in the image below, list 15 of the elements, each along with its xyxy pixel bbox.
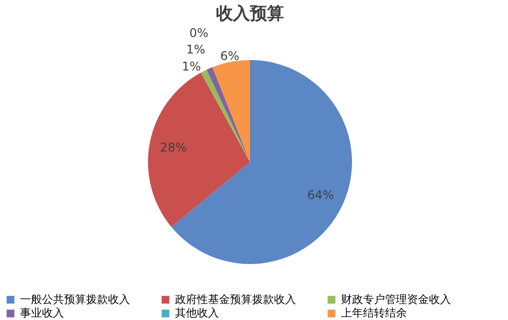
pie-slice <box>148 72 250 228</box>
data-label: 1% <box>182 60 201 74</box>
chart-title: 收入预算 <box>216 4 284 24</box>
data-label: 28% <box>160 140 187 154</box>
data-label: 1% <box>186 42 206 56</box>
legend-label: 一般公共预算拨款收入 <box>20 292 130 306</box>
legend-label: 上年结转结余 <box>341 306 407 320</box>
pie-slice <box>212 60 250 162</box>
data-label: 64% <box>307 188 334 202</box>
text: 0% <box>189 26 208 40</box>
legend-label: 财政专户管理资金收入 <box>341 292 451 306</box>
data-label: 6% <box>220 48 240 63</box>
legend-label: 其他收入 <box>175 306 219 320</box>
legend-label: 事业收入 <box>20 306 64 320</box>
legend-label: 政府性基金预算拨款收入 <box>175 292 296 306</box>
